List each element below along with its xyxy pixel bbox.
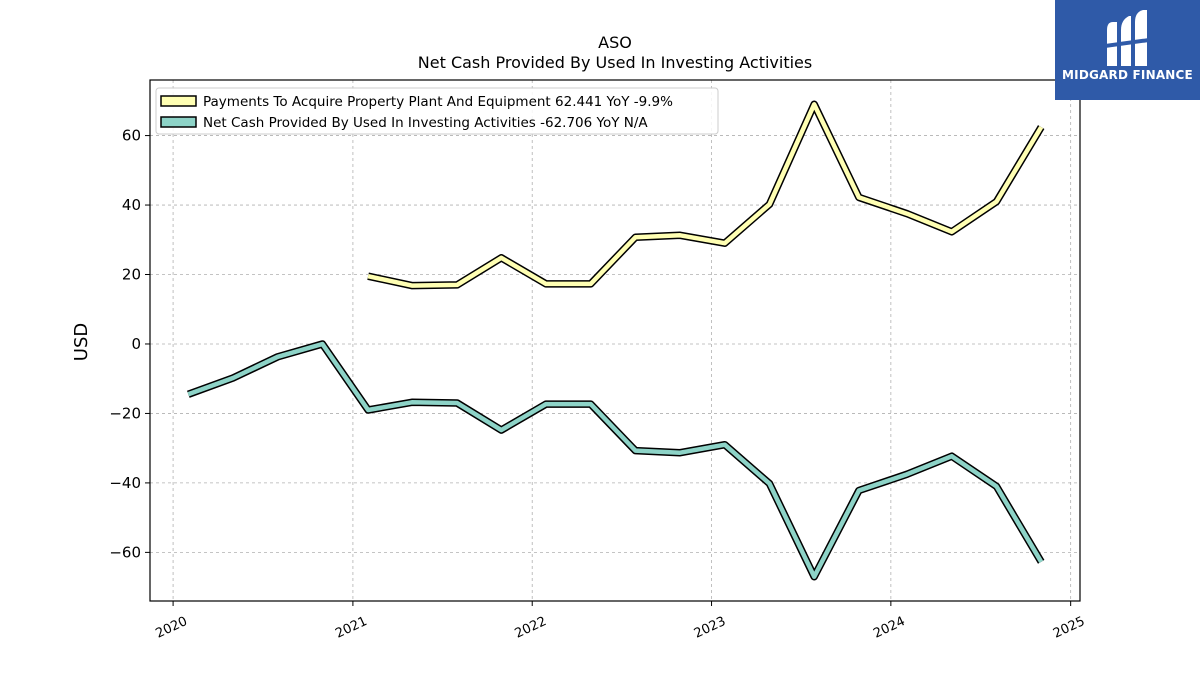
- legend: Payments To Acquire Property Plant And E…: [155, 87, 719, 135]
- y-ticks: −60 −40 −20 0 20 40 60: [109, 127, 150, 561]
- y-axis-label: USD: [71, 323, 92, 361]
- series-line-outline: [187, 340, 1045, 581]
- y-tick-label: 40: [122, 196, 141, 214]
- brand-logo: MIDGARD FINANCE: [1055, 0, 1200, 100]
- x-tick-label: 2021: [333, 614, 369, 642]
- series-line: [367, 102, 1044, 288]
- plot-frame: [149, 79, 1081, 602]
- y-tick-label: −40: [109, 474, 141, 492]
- grid: [150, 80, 1080, 601]
- y-tick-label: 0: [131, 335, 141, 353]
- legend-swatch: [160, 95, 197, 107]
- y-tick-label: −20: [109, 404, 141, 422]
- series-0: [367, 100, 1045, 290]
- series-layer: [187, 100, 1045, 581]
- x-tick-label: 2020: [153, 614, 189, 642]
- x-tick-label: 2024: [871, 614, 907, 642]
- y-tick-label: −60: [109, 543, 141, 561]
- x-tick-label: 2022: [513, 614, 549, 642]
- y-tick-label: 60: [122, 127, 141, 145]
- series-line: [187, 341, 1044, 579]
- legend-swatch: [160, 116, 197, 128]
- chart-subtitle: Net Cash Provided By Used In Investing A…: [418, 53, 812, 72]
- brand-name: MIDGARD FINANCE: [1062, 68, 1193, 82]
- legend-label: Payments To Acquire Property Plant And E…: [203, 94, 673, 110]
- series-1: [187, 340, 1045, 581]
- legend-label: Net Cash Provided By Used In Investing A…: [203, 115, 648, 131]
- chart-title: ASO: [598, 33, 632, 52]
- x-ticks: 2020 2021 2022 2023 2024 2025: [153, 601, 1087, 642]
- y-tick-label: 20: [122, 266, 141, 284]
- x-tick-label: 2025: [1051, 614, 1087, 642]
- legend-box: [155, 87, 719, 135]
- brand-mark-icon: [1105, 10, 1149, 66]
- x-tick-label: 2023: [692, 614, 728, 642]
